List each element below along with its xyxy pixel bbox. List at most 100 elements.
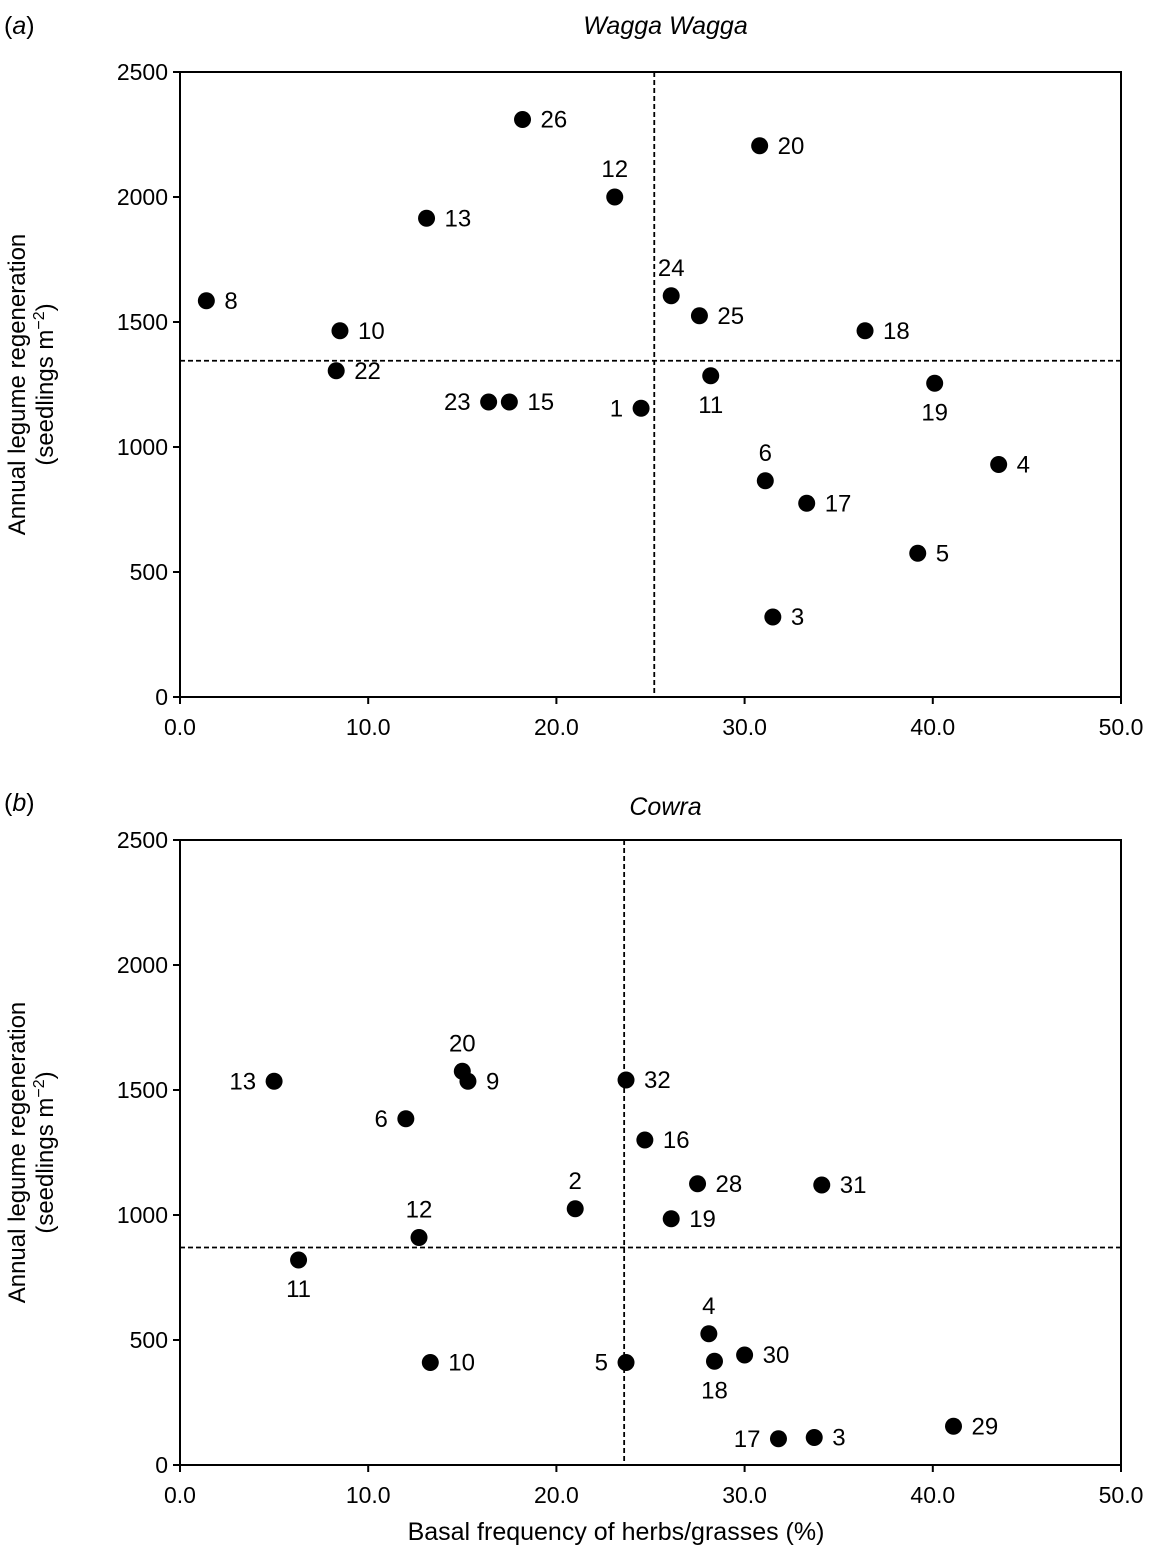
y-axis-title: Annual legume regeneration(seedlings m−2…	[4, 234, 59, 536]
data-point-5	[617, 1354, 635, 1371]
data-point-10	[421, 1354, 439, 1371]
data-point-1	[632, 399, 650, 417]
data-point-22	[327, 362, 345, 380]
y-tick-label: 1500	[117, 309, 168, 335]
x-tick-label: 0.0	[164, 1482, 196, 1508]
data-point-17	[769, 1430, 787, 1448]
y-tick-label: 1500	[117, 1077, 168, 1103]
y-tick-label: 0	[155, 684, 168, 710]
x-tick-label: 30.0	[722, 1482, 767, 1508]
point-label-22: 22	[354, 358, 381, 385]
point-label-19: 19	[689, 1206, 716, 1233]
plot-frame	[179, 839, 1122, 1466]
data-point-3	[764, 608, 782, 626]
point-label-29: 29	[972, 1413, 999, 1440]
x-tick-label: 20.0	[534, 1482, 579, 1508]
point-label-2: 2	[569, 1168, 582, 1195]
data-point-16	[636, 1131, 654, 1149]
point-label-4: 4	[702, 1293, 715, 1320]
y-tick-label: 1000	[117, 434, 168, 460]
data-point-19	[662, 1210, 680, 1228]
data-point-15	[500, 393, 518, 411]
point-label-23: 23	[444, 389, 471, 416]
data-point-30	[736, 1346, 754, 1364]
data-point-13	[418, 209, 436, 227]
x-tick-label: 10.0	[346, 714, 391, 740]
shared-x-axis-label: Basal frequency of herbs/grasses (%)	[408, 1518, 825, 1546]
data-point-8	[197, 292, 215, 310]
data-point-12	[410, 1229, 428, 1246]
point-label-5: 5	[595, 1350, 608, 1377]
point-label-11: 11	[286, 1276, 311, 1303]
point-label-12: 12	[601, 156, 628, 183]
data-point-29	[945, 1417, 963, 1435]
point-label-18: 18	[701, 1377, 728, 1404]
y-axis-title: Annual legume regeneration(seedlings m−2…	[4, 1002, 59, 1304]
point-label-4: 4	[1017, 452, 1030, 479]
data-point-24	[662, 287, 680, 305]
data-point-23	[480, 393, 498, 411]
data-point-9	[459, 1072, 477, 1090]
y-tick-label: 500	[130, 559, 168, 585]
y-tick-label: 2000	[117, 184, 168, 210]
chart-title: Wagga Wagga	[583, 12, 748, 40]
point-label-20: 20	[778, 133, 805, 160]
data-point-19	[926, 374, 944, 392]
point-label-18: 18	[883, 318, 910, 345]
point-label-3: 3	[832, 1425, 845, 1452]
data-point-31	[813, 1176, 831, 1194]
data-point-18	[705, 1352, 723, 1370]
data-point-28	[689, 1175, 707, 1193]
plot-frame	[179, 71, 1122, 698]
point-label-30: 30	[763, 1342, 790, 1369]
x-tick-label: 50.0	[1099, 714, 1144, 740]
x-tick-label: 20.0	[534, 714, 579, 740]
data-point-32	[617, 1071, 635, 1089]
x-tick-label: 30.0	[722, 714, 767, 740]
data-point-12	[606, 188, 624, 206]
point-label-24: 24	[658, 255, 685, 282]
data-point-2	[566, 1200, 584, 1218]
x-tick-label: 50.0	[1099, 1482, 1144, 1508]
point-label-3: 3	[791, 604, 804, 631]
data-point-3	[805, 1429, 823, 1446]
data-point-25	[690, 307, 708, 325]
point-label-15: 15	[527, 389, 554, 416]
point-label-20: 20	[449, 1030, 476, 1057]
y-tick-label: 2000	[117, 952, 168, 978]
point-label-17: 17	[825, 490, 852, 517]
data-point-17	[798, 494, 816, 512]
x-tick-label: 40.0	[910, 714, 955, 740]
x-tick-label: 0.0	[164, 714, 196, 740]
point-label-6: 6	[374, 1106, 387, 1133]
data-point-5	[909, 544, 927, 562]
point-label-12: 12	[406, 1197, 433, 1224]
point-label-9: 9	[486, 1068, 499, 1095]
y-tick-label: 500	[130, 1327, 168, 1353]
data-point-13	[265, 1072, 283, 1090]
panel-b: (b) Cowra 0 500 1000 1500 2000 2500 0.0 10.0 20.0 3…	[4, 789, 1143, 1508]
point-label-13: 13	[229, 1068, 256, 1095]
point-label-19: 19	[921, 399, 948, 426]
x-tick-label: 10.0	[346, 1482, 391, 1508]
chart-title: Cowra	[629, 793, 701, 821]
point-label-32: 32	[644, 1067, 671, 1094]
point-label-5: 5	[936, 540, 949, 567]
point-label-25: 25	[717, 303, 744, 330]
point-label-17: 17	[734, 1426, 761, 1453]
data-point-6	[397, 1110, 415, 1128]
point-label-13: 13	[445, 205, 472, 232]
data-point-4	[990, 456, 1008, 473]
y-tick-label: 1000	[117, 1202, 168, 1228]
data-point-6	[756, 472, 774, 490]
data-point-4	[700, 1325, 718, 1343]
point-label-10: 10	[448, 1350, 475, 1377]
point-label-8: 8	[224, 288, 237, 315]
point-label-16: 16	[663, 1127, 690, 1154]
data-point-18	[856, 322, 874, 340]
data-point-20	[751, 137, 769, 155]
panel-label: (b)	[4, 789, 35, 817]
y-tick-label: 2500	[117, 827, 168, 853]
